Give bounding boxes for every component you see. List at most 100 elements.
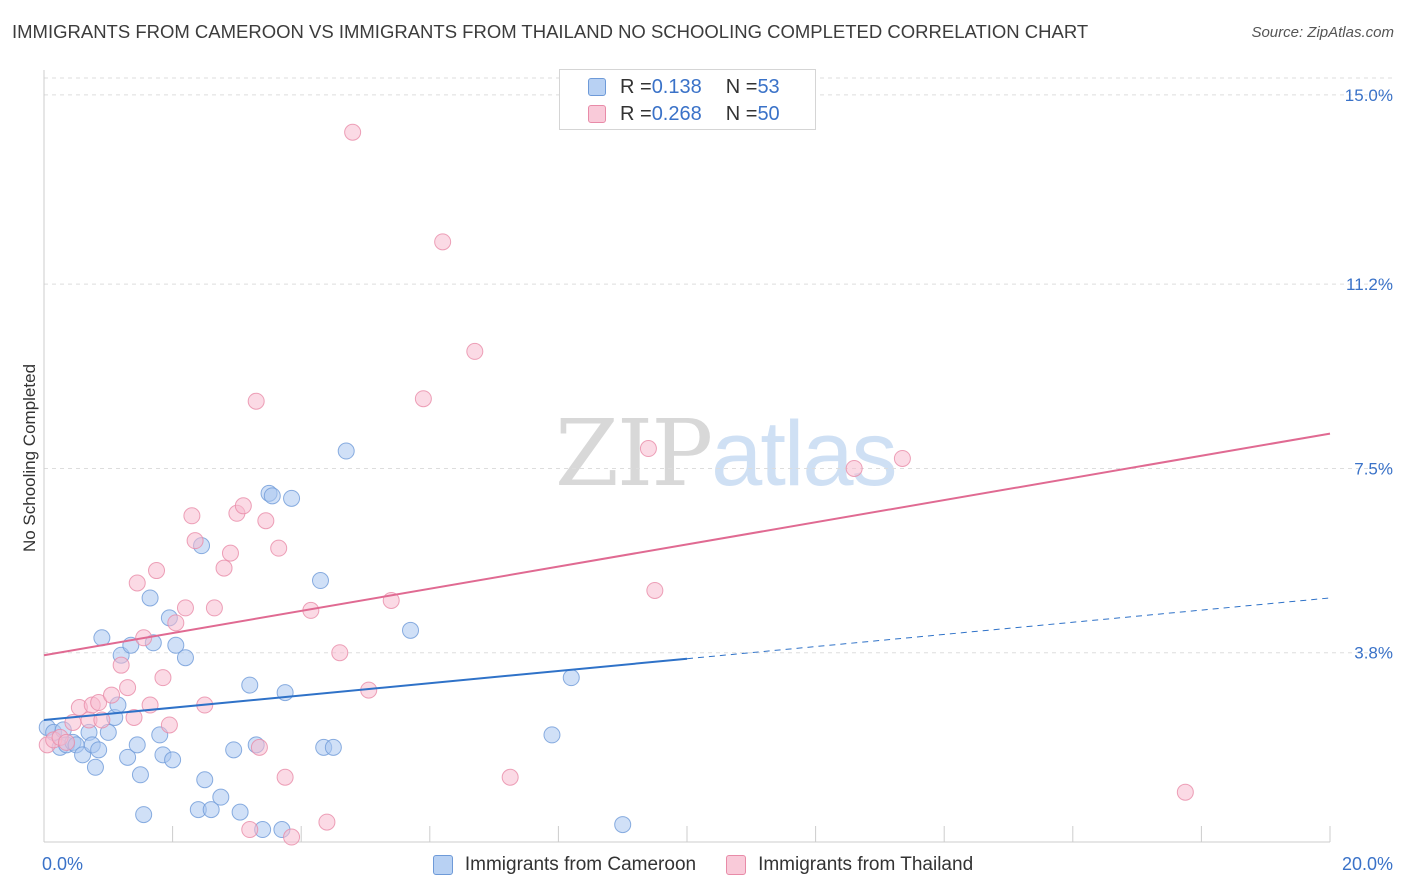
y-tick-label: 3.8% [1354,644,1393,663]
thailand-point [466,342,484,360]
legend-label-cameroon: Immigrants from Cameroon [464,854,697,875]
thailand-point [270,539,288,557]
tick-labels: 3.8% 7.5% 11.2% 15.0% 0.0% 20.0% [42,86,1393,874]
cameroon-point [543,726,561,744]
thailand-point [93,711,111,729]
gridlines [44,77,1394,654]
thailand-point [331,644,349,662]
watermark-atlas: atlas [711,403,897,505]
thailand-point [112,656,130,674]
cameroon-trend-extension [686,597,1331,660]
cameroon-point [141,589,159,607]
thailand-point [160,716,178,734]
cameroon-point [86,758,104,776]
thailand-point [154,669,172,687]
thailand-point [119,679,137,697]
cameroon-point [614,816,632,834]
thailand-point [257,512,275,530]
y-tick-label: 7.5% [1354,459,1393,478]
cameroon-point [90,741,108,759]
cameroon-point [202,801,220,819]
cameroon-point [212,788,230,806]
thailand-swatch [588,105,606,123]
cameroon-point [225,741,243,759]
thailand-point [234,497,252,515]
cameroon-point [196,771,214,789]
cameroon-point [128,736,146,754]
cameroon-point [164,751,182,769]
y-tick-label: 15.0% [1345,86,1393,105]
axes [43,70,1331,843]
cameroon-point [311,572,329,590]
thailand-point [250,738,268,756]
n-value: 53 [757,75,780,98]
y-tick-label: 11.2% [1346,275,1393,294]
cameroon-point [135,806,153,824]
cameroon-point [337,442,355,460]
thailand-point [283,828,301,846]
thailand-point [128,574,146,592]
thailand-point [1176,783,1194,801]
thailand-point [186,532,204,550]
thailand-point [183,507,201,525]
thailand-point [501,768,519,786]
cameroon-point [241,676,259,694]
thailand-point [90,694,108,712]
r-label: R = [620,75,652,98]
cameroon-point [119,748,137,766]
thailand-point [103,686,121,704]
thailand-point [247,392,265,410]
thailand-point [241,821,259,839]
thailand-point [344,123,362,141]
correlation-legend: R = 0.138 N = 53 R = 0.268 N = 50 [559,69,816,130]
legend-item-thailand[interactable]: Immigrants from Thailand [726,854,973,876]
legend-item-cameroon[interactable]: Immigrants from Cameroon [432,854,697,876]
cameroon-trend-line [43,657,688,721]
thailand-point [221,544,239,562]
n-value: 50 [757,102,780,125]
trend-lines [43,432,1331,721]
cameroon-point [176,649,194,667]
watermark: ZIPatlas [555,400,898,507]
cameroon-point [231,803,249,821]
n-label: N = [725,102,758,125]
chart-title: IMMIGRANTS FROM CAMEROON VS IMMIGRANTS F… [12,21,1089,42]
thailand-point [639,440,657,458]
r-value: 0.138 [651,75,702,98]
thailand-point [276,768,294,786]
thailand-point [58,733,76,751]
cameroon-point [263,487,281,505]
thailand-point [434,233,452,251]
thailand-point [167,614,185,632]
thailand-point [148,562,166,580]
thailand-point [318,813,336,831]
thailand-point [845,459,863,477]
cameroon-point [283,489,301,507]
r-label: R = [620,102,652,125]
cameroon-point [402,621,420,639]
correlation-row-thailand: R = 0.268 N = 50 [560,102,780,126]
correlation-row-cameroon: R = 0.138 N = 53 [560,75,780,99]
thailand-point [176,599,194,617]
legend-swatch-thailand [726,855,747,875]
thailand-point [893,449,911,467]
thailand-point [205,599,223,617]
cameroon-point [167,636,185,654]
legend-swatch-cameroon [432,855,453,875]
thailand-point [414,390,432,408]
cameroon-point [562,669,580,687]
cameroon-point [324,738,342,756]
source-label: Source: ZipAtlas.com [1251,24,1394,41]
data-points [38,123,1194,846]
series-legend: Immigrants from Cameroon Immigrants from… [0,852,1406,878]
thailand-trend-line [43,432,1331,657]
cameroon-point [131,766,149,784]
cameroon-swatch [588,78,606,96]
x-tick-label: 0.0% [42,854,83,874]
watermark-zip: ZIP [555,400,713,507]
n-label: N = [725,75,758,98]
thailand-point [125,708,143,726]
legend-label-thailand: Immigrants from Thailand [758,854,974,875]
thailand-point [646,581,664,599]
